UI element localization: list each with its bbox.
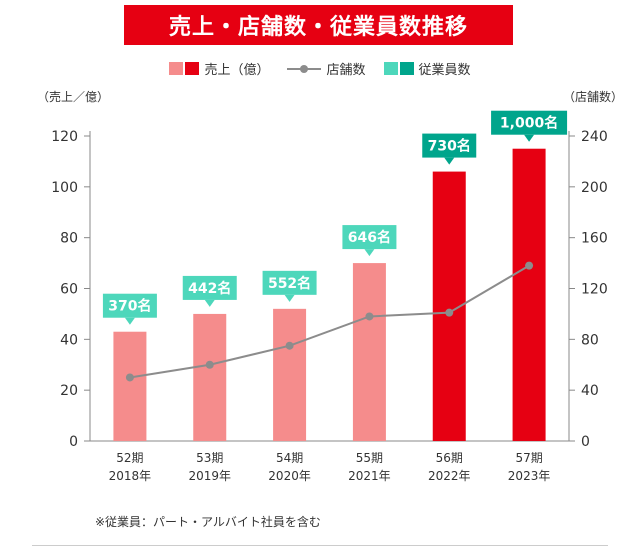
- sales-bar: [193, 313, 227, 441]
- y-right-tick-label: 0: [581, 434, 590, 450]
- sales-bar: [113, 331, 147, 441]
- x-tick-label-year: 2021年: [348, 469, 391, 483]
- stores-point: [365, 312, 374, 321]
- x-tick-label-year: 2018年: [109, 469, 152, 483]
- legend-sales: 売上（億）: [169, 59, 269, 78]
- x-tick-label-period: 56期: [436, 451, 463, 465]
- stores-point: [525, 261, 534, 270]
- employee-callout-box: [342, 225, 397, 250]
- employee-count-label: 730名: [428, 138, 471, 155]
- y-right-tick-label: 120: [581, 282, 608, 298]
- sales-bar: [512, 148, 546, 442]
- left-axis-unit: （売上／億）: [37, 90, 110, 104]
- x-tick-label-period: 54期: [276, 451, 303, 465]
- stores-point: [125, 373, 134, 382]
- stores-point: [205, 360, 214, 369]
- employee-callout-pointer: [124, 317, 135, 325]
- employee-count-label: 646名: [348, 229, 391, 246]
- y-left-tick-label: 0: [69, 434, 78, 450]
- employee-callout-pointer: [444, 157, 455, 165]
- chart-title: 売上・店舗数・従業員数推移: [124, 5, 513, 45]
- y-right-tick-label: 200: [581, 180, 608, 196]
- y-right-tick-label: 80: [581, 332, 599, 348]
- legend-employees-swatch-light: [383, 61, 398, 75]
- stores-line: [129, 264, 530, 379]
- legend-sales-swatch-dark: [185, 61, 200, 75]
- x-tick-label-year: 2022年: [428, 469, 471, 483]
- legend-employees-swatch-dark: [399, 61, 414, 75]
- y-left-tick-label: 100: [51, 180, 78, 196]
- employee-callout-box: [491, 110, 568, 135]
- legend-employees-label: 従業員数: [418, 62, 471, 78]
- stores-point: [285, 341, 294, 350]
- legend-sales-swatch-light: [169, 61, 184, 75]
- employee-count-label: 370名: [108, 298, 151, 315]
- footnote: ※従業員：パート・アルバイト社員を含む: [95, 515, 321, 529]
- legend-employees: 従業員数: [383, 59, 471, 78]
- legend: 売上（億） 店舗数 従業員数: [0, 58, 640, 78]
- x-tick-label-year: 2019年: [188, 469, 231, 483]
- employee-callout-box: [182, 275, 237, 300]
- y-left-tick-label: 40: [60, 332, 78, 348]
- employee-callout-pointer: [204, 299, 215, 307]
- employee-callout-pointer: [284, 294, 295, 302]
- sales-bar: [273, 308, 307, 441]
- y-right-tick-label: 40: [581, 383, 599, 399]
- y-left-tick-label: 20: [60, 383, 78, 399]
- y-left-tick-label: 60: [60, 282, 78, 298]
- x-tick-label-year: 2020年: [268, 469, 311, 483]
- legend-sales-label: 売上（億）: [204, 62, 270, 78]
- employee-callout-pointer: [524, 134, 535, 142]
- legend-stores-swatch: [287, 62, 322, 75]
- employee-callout-box: [262, 270, 317, 295]
- legend-stores-label: 店舗数: [326, 62, 366, 78]
- employee-count-label: 552名: [268, 275, 311, 292]
- employee-callout-box: [102, 293, 157, 318]
- right-axis-unit: （店舗数）: [562, 90, 623, 104]
- employee-callout-pointer: [364, 249, 375, 257]
- y-left-tick-label: 120: [51, 129, 78, 145]
- y-right-tick-label: 240: [581, 129, 608, 145]
- employee-callout-box: [422, 133, 477, 158]
- x-tick-label-period: 53期: [196, 451, 223, 465]
- legend-stores: 店舗数: [287, 59, 366, 78]
- employee-count-label: 1,000名: [500, 115, 558, 132]
- sales-bar: [352, 263, 386, 441]
- x-tick-label-period: 55期: [356, 451, 383, 465]
- employee-count-label: 442名: [188, 280, 231, 297]
- y-right-tick-label: 160: [581, 231, 608, 247]
- x-tick-label-year: 2023年: [508, 469, 551, 483]
- stores-point: [445, 308, 454, 317]
- y-left-tick-label: 80: [60, 231, 78, 247]
- x-tick-label-period: 57期: [515, 451, 542, 465]
- x-tick-label-period: 52期: [116, 451, 143, 465]
- bottom-divider: [32, 545, 608, 546]
